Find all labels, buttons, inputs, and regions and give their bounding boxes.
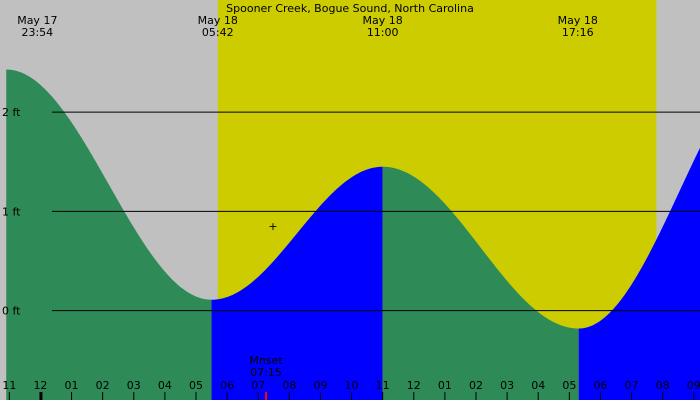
- x-tick-label: 11: [2, 379, 16, 392]
- x-tick-label: 01: [438, 379, 452, 392]
- x-tick-label: 02: [96, 379, 110, 392]
- x-tick-label: 08: [656, 379, 670, 392]
- moonset-time-label: 07:15: [250, 366, 282, 379]
- y-tick-label: 2 ft: [2, 106, 21, 119]
- extreme-time-label: 23:54: [21, 26, 53, 39]
- x-tick-label: 06: [220, 379, 234, 392]
- x-tick-label: 02: [469, 379, 483, 392]
- y-tick-label: 0 ft: [2, 305, 21, 318]
- height-gridlines: 0 ft 1 ft 2 ft: [2, 106, 700, 318]
- x-tick-label: 09: [313, 379, 327, 392]
- extreme-time-label: 17:16: [562, 26, 594, 39]
- extreme-time-label: 11:00: [367, 26, 399, 39]
- x-tick-label: 03: [500, 379, 514, 392]
- x-tick-label: 12: [33, 379, 47, 392]
- x-axis: 11 12 01 02 03 04 05 06 07 08 09 10 11 12 01 02 03 04 05 06…: [2, 379, 700, 400]
- x-tick-label: 05: [189, 379, 203, 392]
- x-tick-label: 10: [345, 379, 359, 392]
- falling-tide-area: [6, 69, 212, 400]
- x-tick-label: 01: [65, 379, 79, 392]
- x-tick-label: 07: [251, 379, 265, 392]
- extreme-date-label: May 17: [17, 14, 57, 27]
- midnight-marker: [39, 392, 43, 400]
- x-tick-label: 12: [407, 379, 421, 392]
- x-tick-label: 04: [158, 379, 172, 392]
- extreme-date-label: May 18: [198, 14, 238, 27]
- x-tick-label: 09: [687, 379, 700, 392]
- y-tick-label: 1 ft: [2, 205, 21, 218]
- tide-area: [6, 69, 700, 400]
- extreme-time-label: 05:42: [202, 26, 234, 39]
- chart-title: Spooner Creek, Bogue Sound, North Caroli…: [226, 2, 474, 15]
- x-tick-label: 06: [593, 379, 607, 392]
- x-tick-label: 05: [562, 379, 576, 392]
- rising-tide-area: [578, 147, 700, 400]
- rising-tide-area: [211, 166, 383, 400]
- falling-tide-area: [382, 166, 579, 400]
- x-tick-label: 03: [127, 379, 141, 392]
- extreme-date-label: May 18: [363, 14, 403, 27]
- x-tick-label: 08: [282, 379, 296, 392]
- x-tick-label: 11: [376, 379, 390, 392]
- cursor-crosshair: +: [268, 220, 277, 233]
- x-tick-label: 07: [625, 379, 639, 392]
- x-tick-label: 04: [531, 379, 545, 392]
- extreme-date-label: May 18: [558, 14, 598, 27]
- moonset-label: Mnset: [249, 354, 283, 367]
